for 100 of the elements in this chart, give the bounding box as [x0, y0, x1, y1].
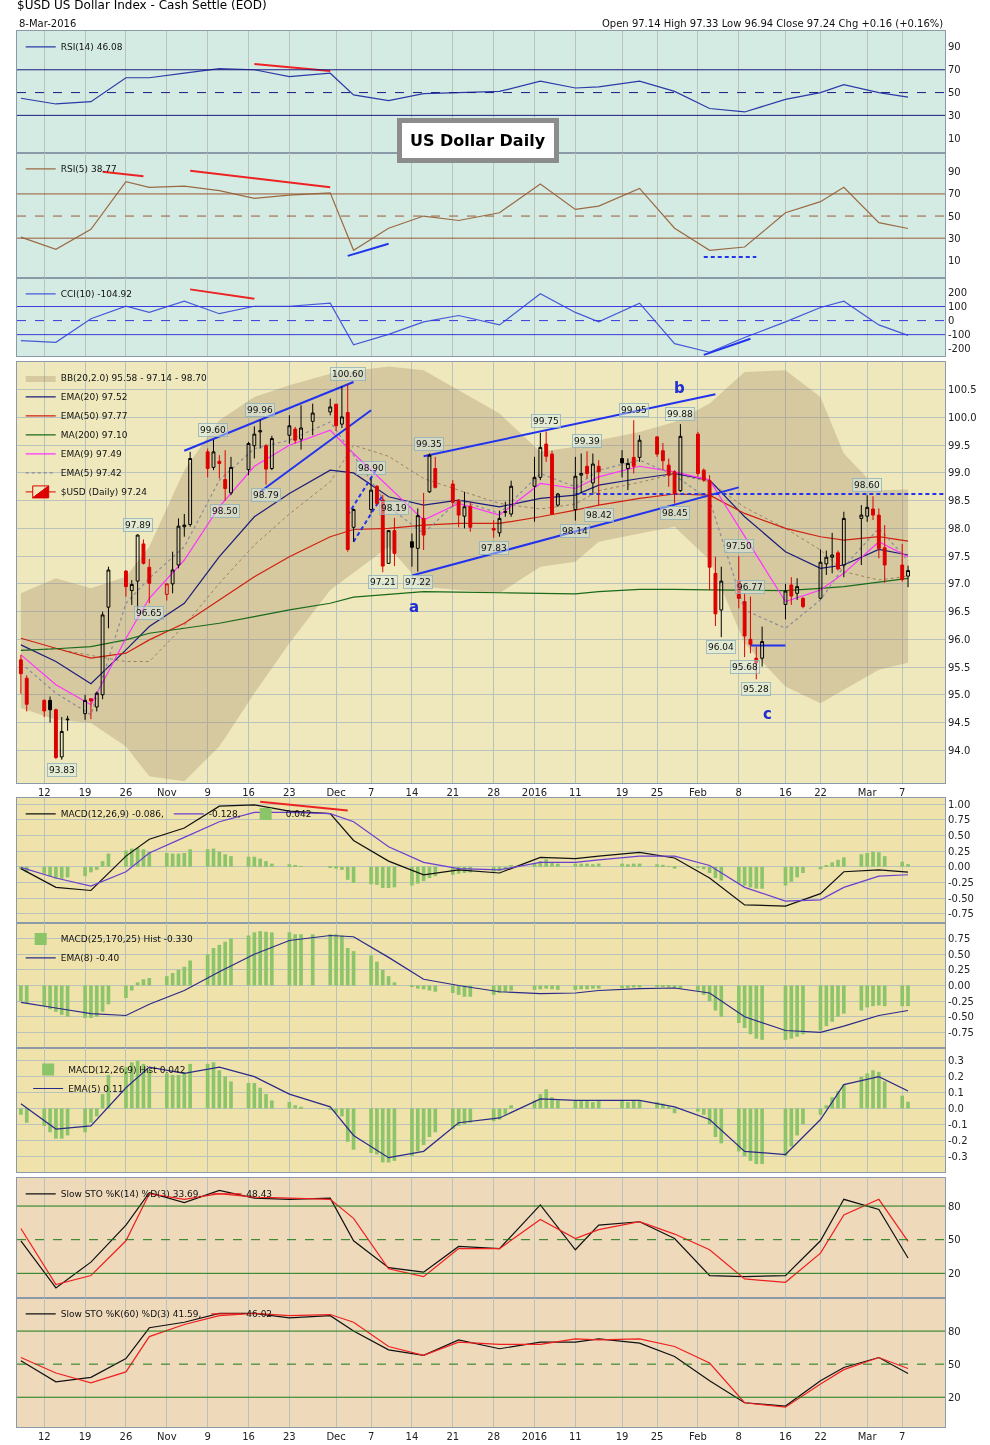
y-tick-label: 90 [948, 41, 961, 53]
x-tick-label: 11 [568, 1431, 582, 1442]
annotation: 99.88 [667, 409, 694, 419]
x-tick-label: 19 [78, 1431, 92, 1442]
x-tick-label: 8 [735, 1431, 742, 1442]
y-tick-label: 0.2 [948, 1071, 964, 1083]
text: Open 97.14 High 97.33 Low 96.94 Close 97.24 Chg +0.16 (+0.16%) [602, 18, 944, 29]
y-tick-label: -0.25 [948, 995, 974, 1007]
y-tick-label: 95.5 [948, 661, 971, 673]
x-tick-label: 23 [283, 1431, 296, 1442]
x-tick-label: 21 [446, 1431, 460, 1442]
y-tick-label: 94.0 [948, 744, 971, 756]
legend-label: MACD(12,26,9) -0.086, [60, 809, 164, 820]
annotation: 97.83 [481, 543, 507, 553]
x-tick-label: Dec [326, 1431, 346, 1442]
x-tick-label: Nov [157, 1431, 177, 1442]
y-tick-label: 0.1 [948, 1087, 964, 1099]
y-tick-label: 100 [948, 301, 968, 313]
annotation: 93.83 [49, 765, 75, 775]
x-tick-label: 16 [779, 1431, 792, 1442]
legend-label: EMA(5) 0.11 [68, 1083, 124, 1094]
y-tick-label: 100.0 [948, 411, 977, 423]
annotation: 99.95 [621, 405, 647, 415]
y-tick-label: -0.25 [948, 876, 974, 888]
y-tick-label: -0.2 [948, 1134, 968, 1146]
y-tick-label: 0.25 [948, 845, 971, 857]
x-tick-label: 19 [615, 1431, 629, 1442]
legend-label: RSI(5) 38.77 [60, 164, 117, 175]
y-tick-label: -0.50 [948, 1011, 974, 1023]
annotation: b [674, 379, 685, 397]
y-tick-label: 0.75 [948, 814, 971, 826]
annotation: 98.45 [662, 508, 688, 518]
y-tick-label: -0.50 [948, 892, 974, 904]
annotation: 99.96 [247, 405, 274, 415]
x-tick-label: 22 [814, 1431, 827, 1442]
y-tick-label: 0.50 [948, 830, 971, 841]
y-tick-label: 30 [948, 232, 961, 244]
legend-label: Slow STO %K(60) %D(3) 41.59, [60, 1309, 202, 1320]
x-tick-label: 12 [37, 1431, 51, 1442]
y-tick-label: -0.75 [948, 1026, 974, 1038]
annotation: 97.89 [125, 520, 152, 530]
legend-label: EMA(9) 97.49 [60, 449, 122, 460]
annotation: 98.14 [562, 526, 589, 536]
annotation: 98.50 [212, 506, 239, 516]
legend-label: EMA(50) 97.77 [60, 411, 128, 422]
x-tick-label: 22 [814, 787, 827, 798]
y-tick-label: 95.0 [948, 689, 971, 701]
x-tick-label: 26 [119, 787, 133, 798]
x-tick-label: 12 [37, 787, 51, 798]
x-tick-label: 9 [204, 787, 211, 798]
y-tick-label: 96.0 [948, 633, 971, 645]
x-tick-label: 19 [615, 787, 629, 798]
legend-label: -0.128, [208, 809, 241, 820]
x-tick-label: 7 [899, 1431, 906, 1442]
x-tick-label: 2016 [521, 787, 548, 798]
y-tick-label: 99.5 [948, 439, 971, 451]
x-tick-label: 28 [487, 787, 501, 798]
x-tick-label: 16 [779, 787, 792, 798]
y-tick-label: 0.3 [948, 1055, 964, 1067]
annotation: 99.39 [574, 436, 601, 446]
y-tick-label: 1.00 [948, 798, 971, 810]
x-tick-label: 23 [283, 787, 296, 798]
y-tick-label: 30 [948, 109, 961, 121]
x-tick-label: 16 [242, 1431, 255, 1442]
annotation: 99.35 [416, 439, 442, 449]
annotation: a [409, 598, 420, 616]
annotation: 96.65 [136, 608, 162, 618]
annotation: 95.28 [743, 684, 770, 694]
x-tick-label: Dec [326, 787, 346, 798]
x-tick-label: 2016 [521, 1431, 548, 1442]
y-tick-label: 0 [948, 315, 955, 327]
x-tick-label: 16 [242, 787, 255, 798]
y-tick-label: 20 [948, 1391, 961, 1403]
legend-label: EMA(20) 97.52 [60, 392, 128, 403]
legend-label: EMA(5) 97.42 [60, 468, 122, 479]
x-tick-label: 26 [119, 1431, 133, 1442]
annotation: 96.04 [708, 642, 735, 652]
x-tick-label: 11 [568, 787, 582, 798]
y-tick-label: 94.5 [948, 717, 971, 729]
chart-title: $USD US Dollar Index - Cash Settle (EOD) [17, 0, 267, 13]
y-tick-label: 97.0 [948, 578, 971, 590]
x-tick-label: 7 [367, 787, 375, 798]
y-tick-label: -200 [948, 343, 971, 355]
x-tick-label: 14 [405, 787, 419, 798]
y-tick-label: -0.3 [948, 1150, 968, 1162]
chart-subtitle: 8-Mar-2016 [19, 18, 77, 29]
annotation: 97.50 [726, 541, 753, 551]
x-tick-label: 21 [446, 787, 460, 798]
x-tick-label: Mar [857, 787, 878, 798]
y-tick-label: 70 [948, 188, 961, 200]
x-tick-label: Mar [857, 1431, 878, 1442]
annotation: 95.68 [732, 662, 759, 672]
legend-label: $USD (Daily) 97.24 [60, 487, 148, 498]
y-tick-label: 100.5 [948, 384, 977, 396]
x-tick-label: Feb [689, 787, 707, 798]
x-tick-label: 7 [899, 787, 906, 798]
y-tick-label: 50 [948, 1234, 961, 1246]
legend-label: BB(20,2.0) 95.58 - 97.14 - 98.70 [60, 373, 208, 384]
y-tick-label: 10 [948, 132, 961, 144]
y-tick-label: 0.50 [948, 948, 971, 960]
